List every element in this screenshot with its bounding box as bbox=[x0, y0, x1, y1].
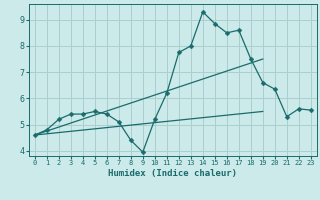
X-axis label: Humidex (Indice chaleur): Humidex (Indice chaleur) bbox=[108, 169, 237, 178]
